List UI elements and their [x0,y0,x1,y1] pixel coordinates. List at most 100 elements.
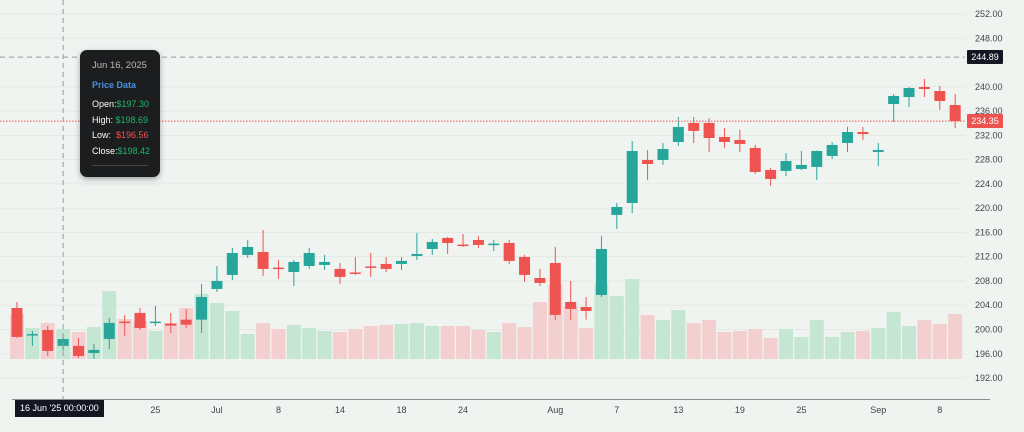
volume-bar [748,329,763,359]
candle[interactable] [334,262,346,284]
time-tick-label: 25 [150,405,160,415]
candle[interactable] [580,296,592,320]
candle[interactable] [565,280,577,320]
volume-bar [225,311,240,359]
candle[interactable] [257,229,269,276]
candle[interactable] [795,150,807,170]
candle[interactable] [426,238,438,255]
candle[interactable] [242,239,254,258]
candle-body [442,237,454,243]
candle-body [42,329,54,351]
candle-body [688,122,700,131]
candle[interactable] [611,202,623,229]
volume-bar [409,323,424,359]
time-tick-label: Jul [211,405,223,415]
candle-body [657,148,669,160]
volume-bar [256,323,271,359]
time-tick-label: 19 [735,405,745,415]
volume-bar [148,331,163,359]
candle[interactable] [534,268,546,286]
candle[interactable] [73,337,85,358]
price-axis[interactable]: 252.00 248.00 240.00 236.00 232.00 228.00 224.… [975,9,1003,383]
candle[interactable] [165,312,177,333]
candle[interactable] [442,236,454,254]
candle[interactable] [672,116,684,146]
candle[interactable] [349,256,361,275]
candle[interactable] [103,317,115,349]
candle[interactable] [119,314,131,336]
candle[interactable] [842,126,854,152]
candle[interactable] [872,142,884,166]
candle[interactable] [595,235,607,297]
candle[interactable] [657,142,669,165]
candle-body [26,334,38,336]
candle-body [303,252,315,266]
candle-body [903,88,915,97]
candle[interactable] [703,117,715,152]
volume-bar [917,320,932,359]
candle[interactable] [488,239,500,251]
candle[interactable] [226,247,238,280]
candle[interactable] [88,343,100,359]
candle[interactable] [949,93,961,128]
candle[interactable] [934,85,946,110]
price-tick-label: 228.00 [975,155,1003,165]
candle-body [780,161,792,171]
candle[interactable] [519,254,531,282]
time-tick-label: 25 [796,405,806,415]
candle[interactable] [734,130,746,152]
volume-bar [902,326,917,359]
volume-bar [502,323,517,359]
candle-body [872,149,884,152]
candle[interactable] [26,330,38,346]
candle[interactable] [272,259,284,279]
candle[interactable] [457,233,469,247]
volume-bar [394,324,409,359]
price-tick-label: 236.00 [975,106,1003,116]
candle[interactable] [11,301,23,338]
candle[interactable] [411,232,423,260]
candle[interactable] [211,265,223,292]
candle[interactable] [549,246,561,320]
candle[interactable] [396,256,407,270]
candle[interactable] [134,307,146,330]
candle-body [211,280,223,289]
candle[interactable] [365,252,377,277]
candle[interactable] [196,283,208,333]
candle[interactable] [826,141,838,160]
candle[interactable] [718,127,730,148]
candle[interactable] [380,256,392,272]
volume-bar [133,321,148,359]
candle[interactable] [642,149,654,180]
candle-body [396,260,407,264]
candle[interactable] [303,247,315,269]
candle[interactable] [503,239,515,264]
candle[interactable] [319,254,331,270]
candle[interactable] [780,152,792,176]
volume-bar [625,279,640,359]
candle-body [811,150,823,167]
candle-body [288,261,300,272]
candle[interactable] [811,150,823,180]
low-value: $196.56 [116,130,149,140]
candle[interactable] [626,140,638,213]
candle[interactable] [749,144,761,174]
candle[interactable] [765,167,777,186]
candle[interactable] [888,93,900,122]
time-axis[interactable]: 25 Jul 8 14 18 24 Aug 7 13 19 25 Sep 8 [150,405,942,415]
candle[interactable] [903,86,915,108]
volume-bar [363,326,378,359]
candle[interactable] [149,305,161,326]
volume-bar [686,323,701,359]
candle-body [472,239,484,245]
candle[interactable] [472,235,484,248]
candle-body [718,136,730,142]
candle[interactable] [180,308,192,328]
candle[interactable] [918,78,930,97]
candle[interactable] [288,259,300,286]
high-value: $198.69 [115,114,149,125]
candle[interactable] [857,126,869,140]
high-label: High: [92,114,114,125]
candle[interactable] [42,325,54,356]
